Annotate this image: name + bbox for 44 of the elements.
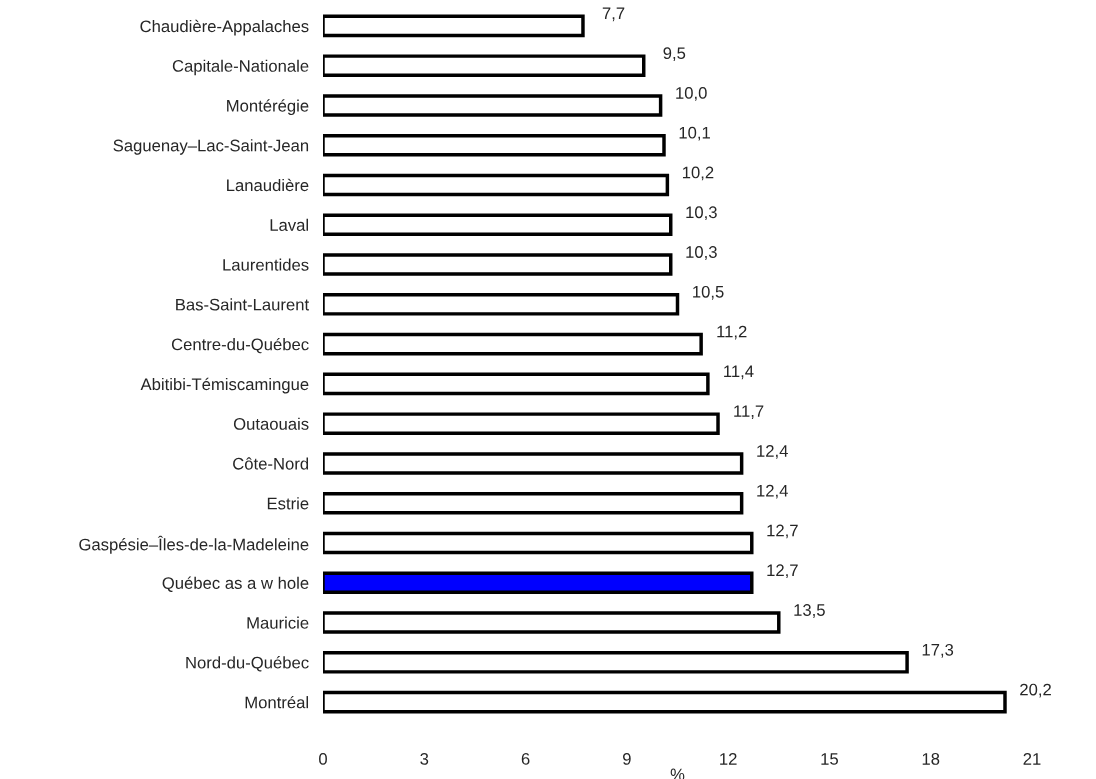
x-tick-label: 18	[922, 753, 940, 765]
data-label: 20,2	[1020, 683, 1051, 698]
y-tick-label: Nord-du-Québec	[186, 656, 309, 672]
y-tick-label: Côte-Nord	[233, 457, 309, 470]
x-tick-label: 15	[821, 753, 838, 765]
data-label: 10,3	[686, 206, 717, 221]
data-label: 10,3	[686, 246, 717, 260]
data-label: 13,5	[794, 604, 825, 618]
y-tick-label: Montérégie	[227, 99, 309, 116]
data-label: 10,2	[682, 166, 714, 181]
y-tick-label: Chaudière-Appalaches	[140, 19, 309, 36]
y-tick-label: Lanaudière	[227, 178, 309, 192]
data-label: 10,0	[676, 87, 707, 101]
y-tick-label: Laval	[270, 218, 308, 231]
data-label: 10,5	[693, 285, 724, 300]
data-label: 17,3	[922, 643, 954, 658]
data-label: 11,2	[717, 325, 747, 340]
y-tick-label: Capitale-Nationale	[172, 59, 309, 76]
data-label: 12,4	[757, 484, 788, 499]
y-tick-label: Laurentides	[223, 258, 309, 271]
data-label: 12,7	[767, 524, 798, 539]
y-tick-label: Gaspésie–Îles-de-la-Madeleine	[79, 535, 309, 554]
x-tick-label: 12	[720, 753, 737, 765]
y-tick-label: Centre-du-Québec	[171, 337, 309, 354]
y-tick-label: Mauricie	[247, 616, 309, 629]
y-tick-label: Saguenay–Lac-Saint-Jean	[113, 139, 309, 155]
data-label: 9,5	[663, 47, 686, 61]
y-tick-label: Outaouais	[233, 417, 309, 430]
data-label: 10,1	[679, 126, 710, 141]
x-tick-label: 9	[623, 753, 631, 765]
data-label: 11,4	[724, 365, 754, 380]
y-tick-label: Bas-Saint-Laurent	[176, 298, 309, 311]
x-tick-label: 6	[521, 753, 530, 765]
x-tick-label: 3	[420, 753, 429, 765]
x-tick-label: 0	[319, 753, 327, 765]
y-tick-label: Québec as a w hole	[162, 576, 309, 592]
y-tick-label: Montréal	[245, 695, 308, 709]
y-tick-label: Abitibi-Témiscamingue	[140, 377, 309, 394]
x-tick-label: 21	[1023, 753, 1041, 765]
data-label: 7,7	[602, 7, 625, 22]
data-label: 11,7	[734, 405, 764, 419]
data-label: 12,4	[757, 445, 788, 459]
y-tick-label: Estrie	[267, 497, 309, 510]
data-label: 12,7	[767, 564, 798, 579]
